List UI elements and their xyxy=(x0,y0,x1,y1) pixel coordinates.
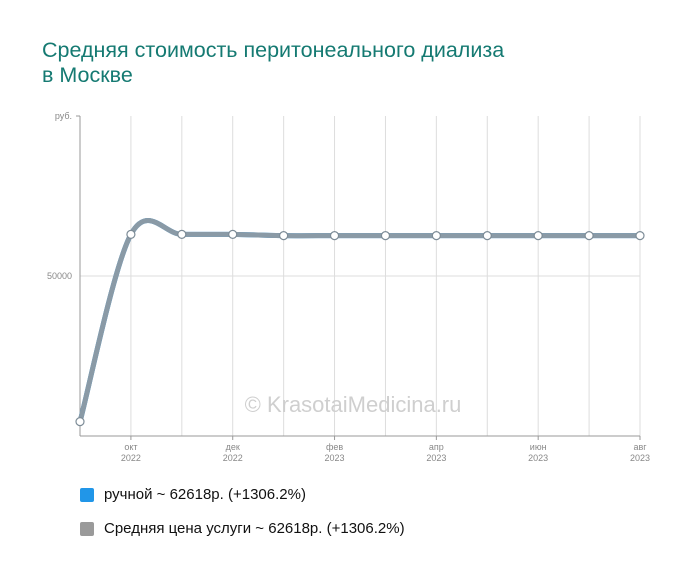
data-point xyxy=(584,231,594,241)
x-tick-label: 2023 xyxy=(426,453,446,463)
chart-title-line-1: Средняя стоимость перитонеального диализ… xyxy=(42,38,505,62)
data-point xyxy=(533,231,543,241)
x-tick-label: апр xyxy=(429,442,444,452)
data-point xyxy=(279,231,289,241)
legend-label-manual: ручной ~ 62618р. (+1306.2%) xyxy=(104,486,306,503)
x-tick-label: 2023 xyxy=(630,453,650,463)
data-point xyxy=(228,229,238,239)
chart-title: Средняя стоимость перитонеального диализ… xyxy=(42,38,662,88)
data-point xyxy=(431,231,441,241)
x-tick-label: окт xyxy=(124,442,137,452)
x-tick-label: 2023 xyxy=(528,453,548,463)
x-tick-label: 2022 xyxy=(121,453,141,463)
x-tick-label: фев xyxy=(326,442,343,452)
watermark: © KrasotaiMedicina.ru xyxy=(245,392,462,417)
y-tick-label: 50000 xyxy=(47,271,72,281)
x-tick-label: 2022 xyxy=(223,453,243,463)
data-point xyxy=(329,231,340,241)
data-point xyxy=(177,229,187,239)
data-point xyxy=(482,231,492,241)
x-tick-label: дек xyxy=(226,442,240,452)
x-tick-label: июн xyxy=(530,442,547,452)
data-point xyxy=(75,417,85,427)
data-point xyxy=(126,229,136,239)
data-point xyxy=(380,231,391,241)
chart-title-line-2: в Москве xyxy=(42,63,133,87)
legend-label-average: Средняя цена услуги ~ 62618р. (+1306.2%) xyxy=(104,520,405,537)
x-tick-label: 2023 xyxy=(325,453,345,463)
legend-item-average[interactable]: Средняя цена услуги ~ 62618р. (+1306.2%) xyxy=(80,520,405,537)
legend-item-manual[interactable]: ручной ~ 62618р. (+1306.2%) xyxy=(80,486,306,503)
y-axis-unit-label: руб. xyxy=(55,111,72,121)
legend-swatch-average xyxy=(80,521,94,536)
data-point xyxy=(635,231,645,241)
x-tick-label: авг xyxy=(633,442,647,452)
legend-swatch-manual xyxy=(80,487,94,502)
